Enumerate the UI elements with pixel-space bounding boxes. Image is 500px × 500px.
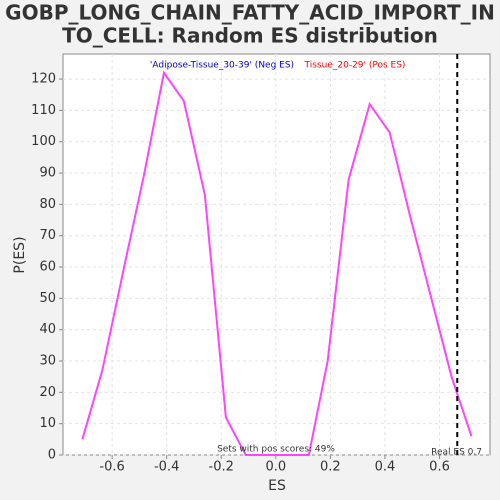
y-tick-label: 10 bbox=[39, 416, 56, 431]
y-tick-label: 90 bbox=[39, 166, 56, 181]
legend-pos: Tissue_20-29' (Pos ES) bbox=[304, 61, 406, 71]
y-tick-label: 50 bbox=[39, 291, 56, 306]
y-tick-label: 60 bbox=[39, 260, 56, 275]
pos-scores-note: Sets with pos scores: 49% bbox=[217, 445, 335, 455]
y-tick-label: 120 bbox=[31, 72, 56, 87]
chart-title: TO_CELL: Random ES distribution bbox=[62, 24, 438, 48]
chart-title: GOBP_LONG_CHAIN_FATTY_ACID_IMPORT_IN bbox=[5, 1, 495, 25]
y-tick-label: 110 bbox=[31, 103, 56, 118]
y-tick-label: 0 bbox=[48, 448, 56, 463]
y-tick-label: 20 bbox=[39, 385, 56, 400]
plot-area bbox=[62, 53, 491, 456]
x-axis-label: ES bbox=[268, 478, 286, 494]
y-tick-label: 40 bbox=[39, 322, 56, 337]
x-tick-label: 0.0 bbox=[265, 460, 286, 475]
x-tick-label: -0.2 bbox=[209, 460, 234, 475]
x-tick-label: -0.6 bbox=[99, 460, 124, 475]
y-tick-label: 70 bbox=[39, 228, 56, 243]
x-tick-label: -0.4 bbox=[154, 460, 179, 475]
y-tick-label: 80 bbox=[39, 197, 56, 212]
y-axis-label: P(ES) bbox=[12, 236, 28, 273]
x-tick-label: 0.6 bbox=[429, 460, 450, 475]
es-line bbox=[81, 70, 473, 456]
x-tick-label: 0.4 bbox=[375, 460, 396, 475]
legend-neg: 'Adipose-Tissue_30-39' (Neg ES) bbox=[150, 61, 294, 71]
real-es-label: Real ES 0.7 bbox=[431, 448, 482, 458]
x-tick-label: 0.2 bbox=[320, 460, 341, 475]
y-tick-label: 30 bbox=[39, 354, 56, 369]
y-tick-label: 100 bbox=[31, 134, 56, 149]
